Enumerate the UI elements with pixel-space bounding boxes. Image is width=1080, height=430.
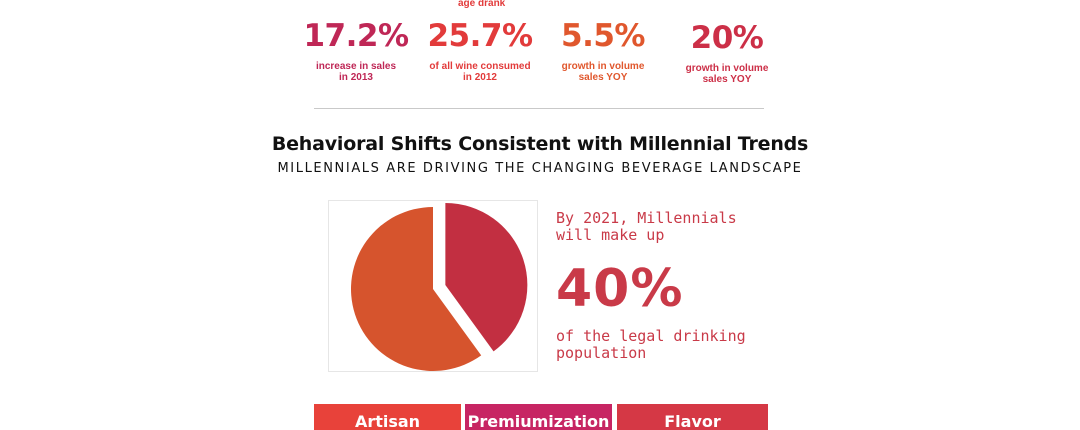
stat-volume-growth-a: 5.5% growth in volume sales YOY	[543, 18, 663, 83]
stat-value: 20%	[690, 20, 764, 56]
pie-chart-frame	[328, 200, 538, 372]
tile-premiumization: Premiumization	[465, 404, 612, 430]
section-title: Behavioral Shifts Consistent with Millen…	[271, 133, 809, 155]
stat-label: of all wine consumed in 2012	[429, 61, 531, 83]
stat-value: 17.2%	[303, 18, 409, 54]
pie-slice-1	[350, 207, 482, 371]
stat-value: 25.7%	[427, 18, 533, 54]
section-subtitle: MILLENNIALS ARE DRIVING THE CHANGING BEV…	[277, 161, 803, 176]
callout-intro: By 2021, Millennials will make up	[556, 209, 737, 244]
stat-wine-consumed: 25.7% of all wine consumed in 2012	[420, 18, 540, 83]
callout-percentage: 40%	[556, 259, 684, 319]
section-divider	[314, 108, 764, 109]
stat-label: increase in sales in 2013	[315, 61, 397, 83]
pie-slice-0	[445, 202, 528, 352]
pie-chart	[350, 202, 528, 371]
stat-sales-increase: 17.2% increase in sales in 2013	[296, 18, 416, 83]
stat-label: growth in volume sales YOY	[561, 61, 645, 83]
callout-outro: of the legal drinking population	[556, 327, 746, 362]
stat-volume-growth-b: 20% growth in volume sales YOY	[667, 20, 787, 85]
stat-value: 5.5%	[561, 18, 645, 54]
stat-label: growth in volume sales YOY	[685, 63, 769, 85]
tile-flavor-innovation: Flavor Innovation	[617, 404, 768, 430]
stat-top-label: age drank	[458, 0, 506, 9]
tile-artisan: Artisan	[314, 404, 461, 430]
